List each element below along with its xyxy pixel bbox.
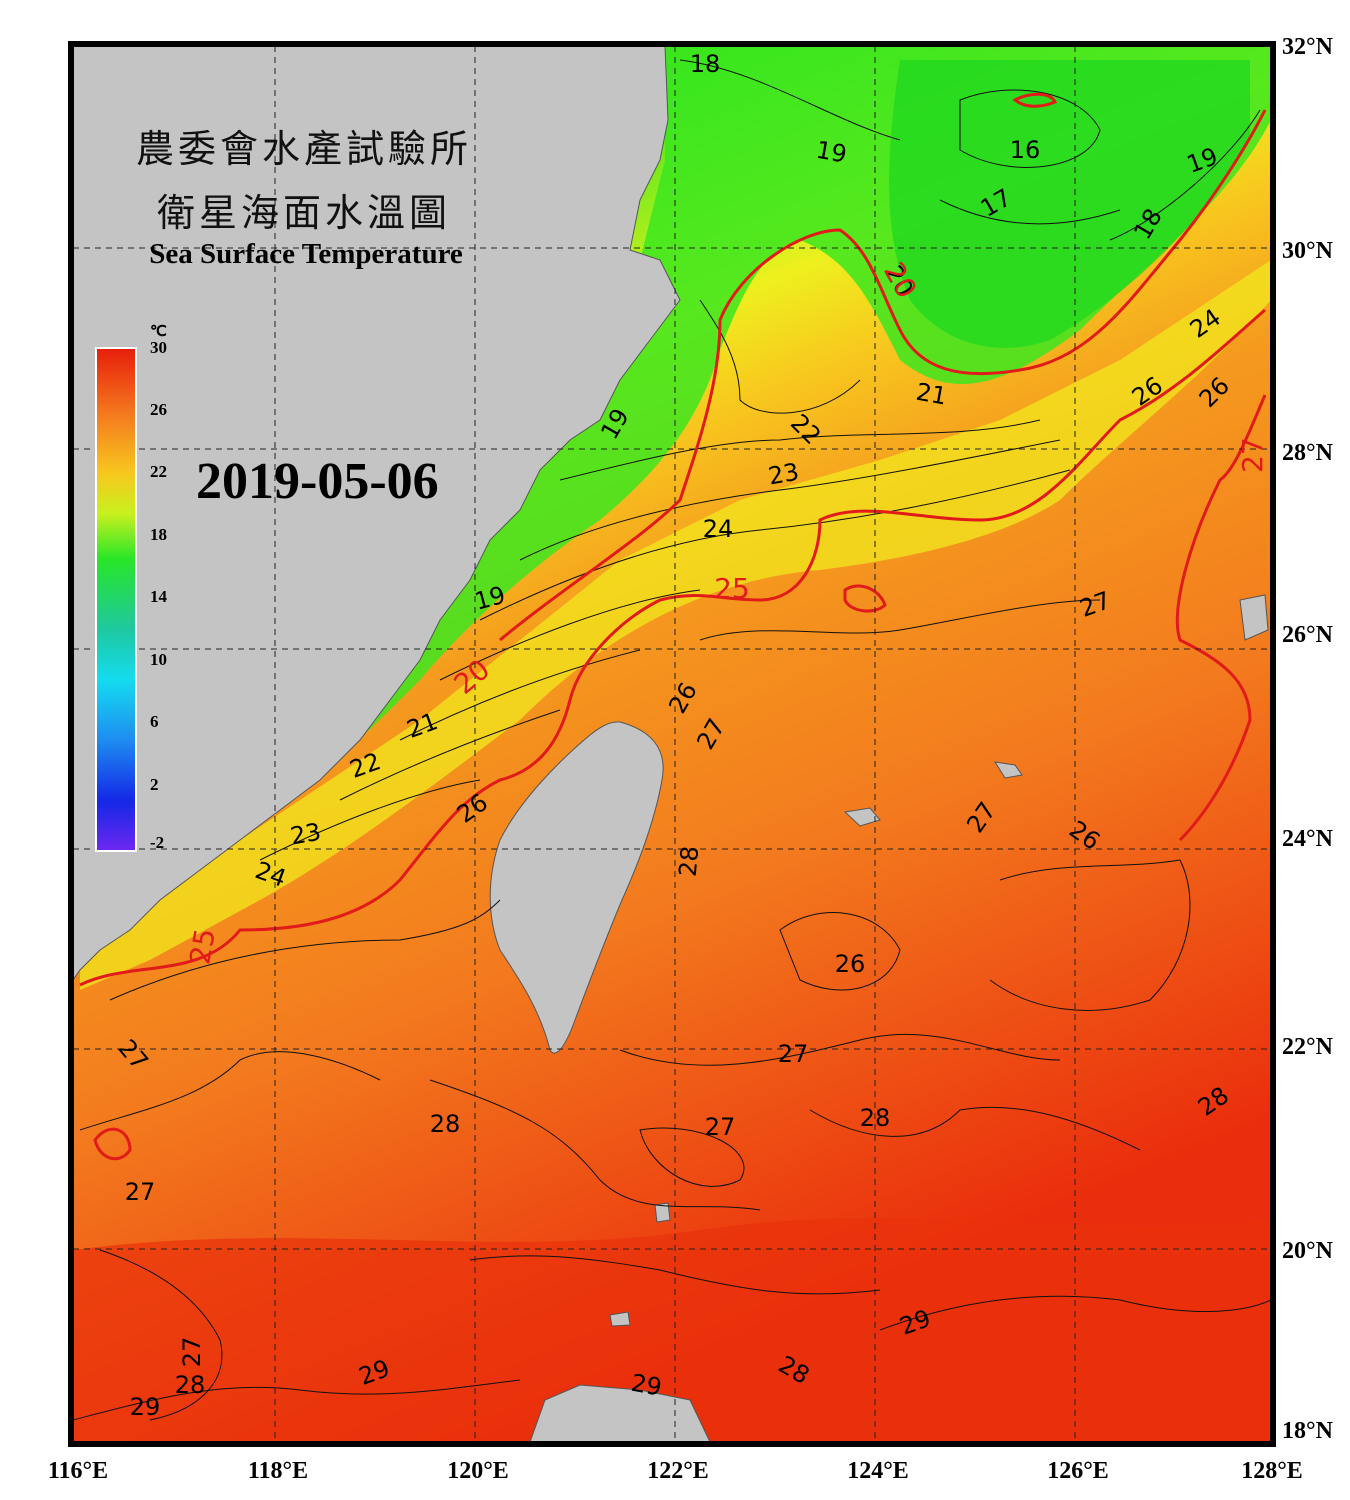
warm-front-zone — [80, 260, 1271, 990]
china-mainland — [73, 46, 681, 981]
luzon-island — [529, 1384, 711, 1442]
isotherm-label: 28 — [430, 1110, 461, 1138]
isotherm-label: 24 — [703, 515, 734, 543]
title-english: Sea Surface Temperature — [149, 238, 463, 270]
highlight-isotherms — [79, 92, 1267, 1161]
longitude-label: 126°E — [1047, 1458, 1109, 1484]
isotherm-label: 16 — [1010, 136, 1041, 164]
colorbar-tick: 30 — [150, 338, 167, 357]
longitude-label: 116°E — [48, 1458, 108, 1484]
isotherm-label: 29 — [130, 1393, 161, 1421]
colorbar-tick: 18 — [150, 525, 167, 544]
isotherm-label: 18 — [690, 50, 721, 78]
title-line-1: 農委會水產試驗所 — [135, 127, 472, 171]
highlight-isotherm-label: 25 — [183, 926, 222, 967]
isotherm-label: 28 — [674, 845, 705, 878]
colorbar-tick: 10 — [150, 650, 167, 669]
ryukyu-island — [1239, 594, 1269, 641]
isotherm-label: 23 — [288, 818, 323, 851]
ryukyu-island — [994, 761, 1023, 779]
isotherm-label: 19 — [814, 136, 849, 169]
isotherm-label: 23 — [766, 458, 801, 491]
isotherm-label: 21 — [914, 378, 949, 411]
isotherm-label: 27 — [125, 1178, 156, 1206]
isotherm-label: 27 — [778, 1040, 809, 1068]
colorbar-tick: 6 — [150, 712, 159, 731]
longitude-label: 120°E — [447, 1458, 509, 1484]
isotherm-lines — [73, 59, 1271, 1421]
graticule — [73, 46, 1271, 1442]
colorbar-tick: 26 — [150, 400, 167, 419]
isotherm-label: 28 — [175, 1371, 206, 1399]
latitude-label: 30°N — [1282, 238, 1334, 264]
latitude-label: 28°N — [1282, 440, 1334, 466]
isotherm-label: 27 — [705, 1113, 736, 1141]
latitude-label: 20°N — [1282, 1238, 1334, 1264]
title-line-2: 衛星海面水溫圖 — [156, 191, 451, 235]
longitude-label: 128°E — [1241, 1458, 1303, 1484]
highlight-isotherm-label: 25 — [714, 572, 750, 605]
longitude-label: 118°E — [248, 1458, 308, 1484]
latitude-label: 32°N — [1282, 34, 1334, 60]
map-frame — [68, 41, 1276, 1447]
colorbar — [95, 347, 137, 852]
colorbar-tick: 2 — [150, 775, 159, 794]
highlight-isotherm-label: 27 — [1236, 437, 1269, 473]
batanes-island — [609, 1311, 631, 1327]
cold-core-zone — [889, 60, 1250, 348]
ryukyu-island — [843, 807, 881, 827]
isotherm-label: 26 — [835, 950, 866, 978]
colorbar-tick: -2 — [150, 833, 165, 852]
longitude-label: 124°E — [847, 1458, 909, 1484]
isotherm-label: 29 — [629, 1369, 664, 1402]
latitude-label: 24°N — [1282, 826, 1334, 852]
latitude-label: 26°N — [1282, 622, 1334, 648]
map-date: 2019-05-06 — [196, 453, 439, 510]
colorbar-tick: 22 — [150, 462, 167, 481]
hot-water-zone — [73, 1218, 1271, 1442]
isotherm-label: 27 — [178, 1337, 206, 1368]
latitude-label: 22°N — [1282, 1034, 1334, 1060]
taiwan-island — [489, 721, 664, 1054]
isotherm-label: 28 — [860, 1104, 891, 1132]
longitude-label: 122°E — [647, 1458, 709, 1484]
batanes-island — [654, 1202, 671, 1223]
colorbar-tick: 14 — [150, 587, 167, 606]
colorbar-unit: ℃ — [150, 324, 167, 340]
latitude-label: 18°N — [1282, 1418, 1334, 1444]
